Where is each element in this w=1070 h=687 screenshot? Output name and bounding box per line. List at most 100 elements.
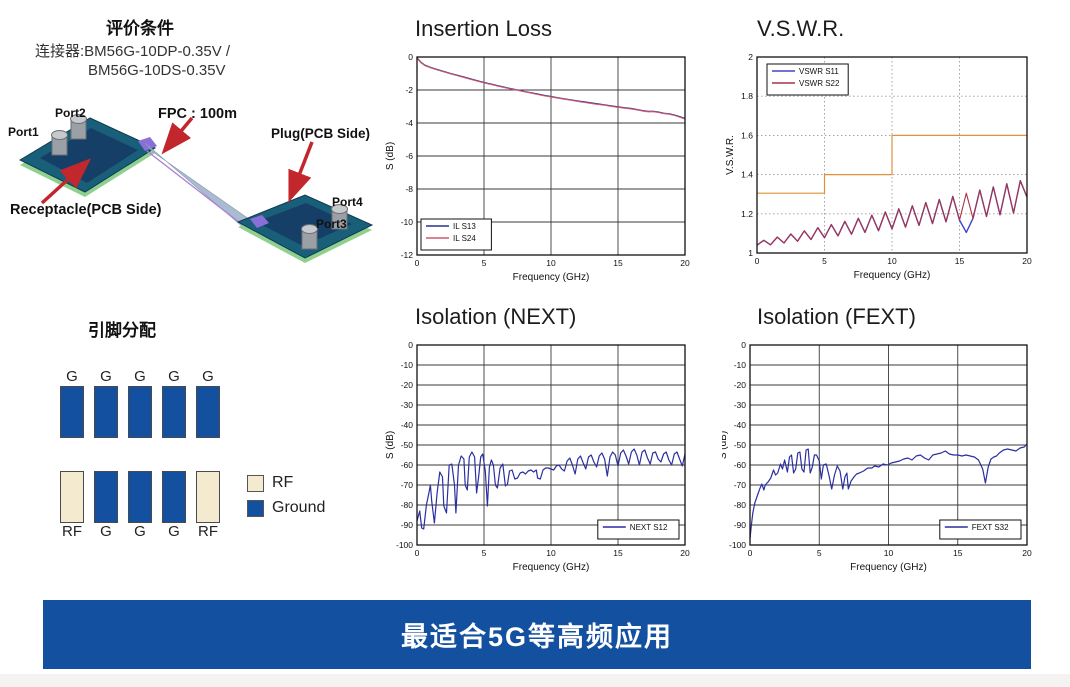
pin-bar-ground bbox=[94, 471, 118, 523]
svg-text:5: 5 bbox=[817, 548, 822, 558]
svg-text:2: 2 bbox=[748, 52, 753, 62]
chart-isolation-fext: Isolation (FEXT) 0 5 10 15 20 0 -10 -20 -30 -40 -5… bbox=[718, 302, 1040, 586]
pin-label: G bbox=[66, 368, 78, 385]
conclusion-banner: 最适合5G等高频应用 bbox=[43, 600, 1031, 669]
pin-g: G bbox=[94, 368, 118, 438]
vswr-plot: 0 5 10 15 20 1 1.2 1.4 1.6 1.8 2 Frequency (GHz) V.S… bbox=[725, 52, 1032, 281]
connector-model-line2: BM56G-10DS-0.35V bbox=[88, 62, 226, 79]
svg-text:0: 0 bbox=[415, 548, 420, 558]
svg-text:20: 20 bbox=[680, 258, 690, 268]
pin-g: G bbox=[128, 368, 152, 438]
pin-label: G bbox=[168, 523, 180, 540]
svg-text:-70: -70 bbox=[734, 480, 747, 490]
svg-text:-20: -20 bbox=[734, 380, 747, 390]
fpc-label: FPC : 100m bbox=[158, 106, 237, 122]
svg-text:10: 10 bbox=[884, 548, 894, 558]
pin-rf: RF bbox=[196, 471, 220, 541]
port4-label: Port4 bbox=[332, 195, 363, 209]
svg-text:15: 15 bbox=[955, 256, 965, 266]
chart-title: Insertion Loss bbox=[415, 16, 552, 41]
insertion-loss-plot: 0 5 10 15 20 0 -2 -4 -6 -8 -10 -12 Frequency (GHz) S … bbox=[385, 52, 690, 283]
svg-text:-50: -50 bbox=[734, 440, 747, 450]
pin-label: G bbox=[168, 368, 180, 385]
pin-label: G bbox=[100, 368, 112, 385]
svg-text:-10: -10 bbox=[401, 217, 414, 227]
svg-text:VSWR S11: VSWR S11 bbox=[799, 67, 839, 76]
pin-label: RF bbox=[198, 523, 218, 540]
svg-text:5: 5 bbox=[482, 548, 487, 558]
svg-text:-100: -100 bbox=[729, 540, 746, 550]
pin-g: G bbox=[162, 471, 186, 541]
svg-text:S (dB): S (dB) bbox=[385, 142, 396, 170]
chart-vswr: V.S.W.R. 0 5 10 15 20 1 1.2 1.4 1.6 1.8 2 Frequency… bbox=[722, 14, 1040, 298]
svg-text:-10: -10 bbox=[401, 360, 414, 370]
svg-text:15: 15 bbox=[613, 258, 623, 268]
chart-title: Isolation (NEXT) bbox=[415, 304, 577, 329]
svg-text:1: 1 bbox=[748, 248, 753, 258]
svg-text:20: 20 bbox=[1022, 548, 1032, 558]
svg-text:S (dB): S (dB) bbox=[722, 431, 729, 459]
chart-title: V.S.W.R. bbox=[757, 16, 845, 41]
pin-bar-ground bbox=[94, 386, 118, 438]
pin-rf: RF bbox=[60, 471, 84, 541]
pin-diagram: G G G G G RF G G G RF bbox=[60, 368, 220, 541]
device-diagram-illustration bbox=[18, 114, 374, 263]
svg-text:20: 20 bbox=[680, 548, 690, 558]
svg-text:-60: -60 bbox=[401, 460, 414, 470]
svg-text:-6: -6 bbox=[405, 151, 413, 161]
svg-text:0: 0 bbox=[408, 52, 413, 62]
svg-text:-100: -100 bbox=[396, 540, 413, 550]
plug-label: Plug(PCB Side) bbox=[271, 126, 371, 141]
svg-text:-4: -4 bbox=[405, 118, 413, 128]
svg-text:-10: -10 bbox=[734, 360, 747, 370]
svg-text:-8: -8 bbox=[405, 184, 413, 194]
svg-text:-40: -40 bbox=[401, 420, 414, 430]
pin-bar-ground bbox=[128, 471, 152, 523]
coax-connector-icon bbox=[51, 114, 87, 156]
receptacle-board bbox=[18, 114, 157, 197]
receptacle-label: Receptacle(PCB Side) bbox=[10, 202, 162, 218]
svg-text:-30: -30 bbox=[401, 400, 414, 410]
svg-text:15: 15 bbox=[613, 548, 623, 558]
svg-text:-20: -20 bbox=[401, 380, 414, 390]
chart-insertion-loss: Insertion Loss 0 5 10 15 20 0 -2 -4 -6 -8 -10 -12 Fr… bbox=[385, 14, 700, 298]
plug-arrow-icon bbox=[288, 141, 314, 203]
pin-g: G bbox=[196, 368, 220, 438]
chart-title: Isolation (FEXT) bbox=[757, 304, 916, 329]
pin-assignment-title: 引脚分配 bbox=[88, 321, 156, 340]
svg-text:Frequency (GHz): Frequency (GHz) bbox=[854, 270, 931, 281]
chart-isolation-next: Isolation (NEXT) 0 5 10 15 20 0 -10 -20 -30 -40 -5… bbox=[385, 302, 700, 586]
port1-label: Port1 bbox=[8, 125, 39, 139]
svg-text:-50: -50 bbox=[401, 440, 414, 450]
svg-text:15: 15 bbox=[953, 548, 963, 558]
svg-text:S (dB): S (dB) bbox=[385, 431, 396, 459]
pin-bar-ground bbox=[196, 386, 220, 438]
svg-text:0: 0 bbox=[755, 256, 760, 266]
pin-bar-ground bbox=[60, 386, 84, 438]
pin-bar-rf bbox=[60, 471, 84, 523]
pin-label: G bbox=[134, 368, 146, 385]
plot-legend: FEXT S32 bbox=[939, 519, 1022, 540]
pin-bar-ground bbox=[128, 386, 152, 438]
plug-board bbox=[236, 194, 374, 263]
fpc-arrow-icon bbox=[161, 116, 194, 155]
svg-text:-12: -12 bbox=[401, 250, 414, 260]
svg-text:-60: -60 bbox=[734, 460, 747, 470]
evaluation-conditions-title: 评价条件 bbox=[106, 19, 174, 38]
plot-legend: NEXT S12 bbox=[597, 519, 680, 540]
coax-connector-icon bbox=[301, 204, 348, 250]
svg-text:1.8: 1.8 bbox=[741, 91, 753, 101]
svg-text:V.S.W.R.: V.S.W.R. bbox=[725, 135, 736, 175]
port3-label: Port3 bbox=[316, 217, 347, 231]
bottom-strip bbox=[0, 674, 1070, 687]
svg-text:20: 20 bbox=[1022, 256, 1032, 266]
receptacle-arrow-icon bbox=[40, 158, 92, 205]
svg-text:1.6: 1.6 bbox=[741, 130, 753, 140]
pin-bar-rf bbox=[196, 471, 220, 523]
svg-text:-80: -80 bbox=[401, 500, 414, 510]
svg-text:1.2: 1.2 bbox=[741, 209, 753, 219]
pin-g: G bbox=[162, 368, 186, 438]
pin-legend: RF Ground bbox=[247, 474, 325, 517]
